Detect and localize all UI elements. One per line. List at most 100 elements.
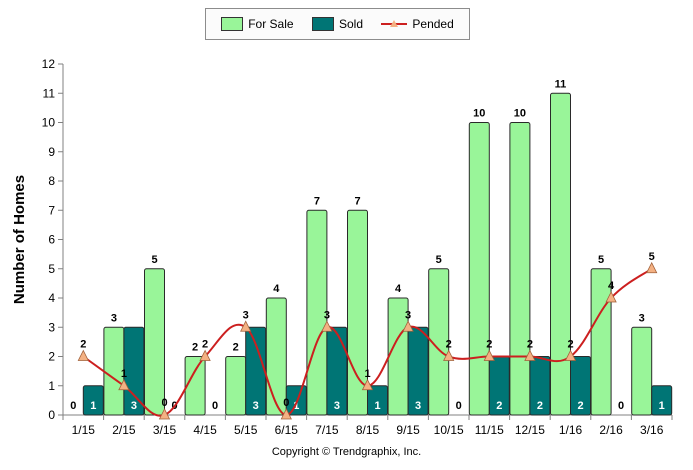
sold-bar — [82, 385, 104, 416]
for-sale-data-label: 10 — [473, 108, 485, 120]
pended-data-label: 1 — [364, 368, 370, 380]
sold-data-label: 0 — [618, 400, 624, 412]
for-sale-data-label: 11 — [555, 78, 567, 90]
y-tick-label: 6 — [48, 233, 55, 247]
for-sale-bar — [144, 268, 165, 416]
y-tick-label: 11 — [43, 86, 56, 100]
legend-item-sold: Sold — [311, 17, 363, 31]
sold-data-label: 1 — [374, 400, 380, 412]
pended-marker — [240, 320, 252, 332]
sold-bar — [651, 385, 673, 416]
for-sale-data-label: 2 — [192, 342, 198, 354]
for-sale-data-label: 5 — [436, 254, 442, 266]
y-tick-label: 12 — [42, 57, 56, 71]
for-sale-bar — [468, 122, 490, 416]
for-sale-data-label: 5 — [151, 254, 157, 266]
y-tick-label: 2 — [48, 350, 55, 364]
pended-marker — [158, 408, 171, 420]
x-tick-label: 10/15 — [434, 423, 464, 437]
pended-marker — [321, 320, 333, 332]
for-sale-bar — [428, 268, 450, 416]
pended-data-label: 5 — [649, 251, 655, 263]
pended-data-label: 2 — [446, 339, 452, 351]
sold-data-label: 3 — [131, 400, 137, 412]
x-tick-label: 11/15 — [475, 423, 504, 437]
pended-marker — [118, 378, 130, 391]
sold-bar — [570, 356, 591, 416]
x-tick-label: 9/15 — [396, 423, 420, 437]
y-tick-label: 8 — [48, 174, 55, 188]
pended-marker — [199, 349, 211, 361]
for-sale-data-label: 4 — [395, 283, 402, 295]
sold-bar — [123, 326, 145, 416]
pended-swatch — [381, 17, 408, 31]
for-sale-bar — [184, 356, 206, 416]
legend-label-pended: Pended — [412, 17, 454, 31]
pended-data-label: 2 — [527, 339, 533, 351]
sold-swatch — [311, 17, 334, 31]
pended-data-label: 2 — [202, 339, 208, 351]
for-sale-bar — [306, 209, 328, 416]
pended-marker — [402, 320, 414, 332]
x-tick-label: 7/15 — [315, 423, 339, 437]
for-sale-bar — [550, 92, 571, 416]
y-tick-label: 10 — [42, 116, 56, 130]
y-tick-label: 4 — [48, 291, 55, 305]
x-tick-label: 1/15 — [72, 423, 96, 437]
y-tick-label: 3 — [48, 320, 55, 334]
y-tick-label: 7 — [48, 203, 55, 217]
pended-data-label: 3 — [405, 309, 411, 321]
sold-bar — [529, 356, 551, 416]
for-sale-data-label: 7 — [354, 195, 360, 207]
y-tick-label: 5 — [48, 262, 55, 276]
pended-marker — [605, 291, 617, 303]
sold-data-label: 1 — [659, 400, 665, 412]
x-tick-label: 12/15 — [515, 423, 545, 437]
x-tick-label: 4/15 — [193, 423, 217, 437]
pended-data-label: 1 — [121, 368, 127, 380]
pended-data-label: 2 — [486, 339, 492, 351]
legend: For Sale Sold Pended — [205, 8, 470, 40]
pended-data-label: 2 — [80, 339, 86, 351]
x-tick-label: 6/15 — [275, 423, 299, 437]
pended-marker — [361, 378, 374, 391]
sold-data-label: 0 — [456, 400, 462, 412]
pended-marker — [280, 408, 292, 420]
sold-data-label: 3 — [334, 400, 340, 412]
pended-marker — [524, 349, 536, 361]
pended-data-label: 0 — [283, 397, 289, 409]
sold-data-label: 3 — [415, 400, 421, 412]
for-sale-data-label: 10 — [514, 108, 526, 120]
sold-data-label: 2 — [496, 400, 502, 412]
x-tick-label: 5/15 — [234, 423, 258, 437]
x-tick-label: 3/15 — [153, 423, 177, 437]
pended-data-label: 0 — [161, 397, 167, 409]
for-sale-data-label: 5 — [598, 254, 604, 266]
pended-data-label: 3 — [324, 309, 330, 321]
for-sale-swatch — [221, 17, 244, 31]
for-sale-bar — [631, 326, 653, 416]
for-sale-data-label: 2 — [233, 342, 239, 354]
pended-line — [82, 267, 653, 417]
for-sale-data-label: 3 — [639, 312, 645, 324]
y-tick-label: 0 — [48, 408, 55, 422]
sold-bar — [367, 385, 388, 416]
pended-marker — [646, 261, 658, 274]
y-tick-label: 1 — [48, 379, 55, 393]
sold-data-label: 3 — [253, 400, 259, 412]
for-sale-bar — [347, 209, 368, 416]
for-sale-data-label: 4 — [273, 283, 280, 295]
for-sale-bar — [509, 122, 531, 416]
x-tick-label: 1/16 — [559, 423, 583, 437]
pended-marker — [443, 349, 455, 361]
pended-marker — [564, 349, 577, 361]
sold-data-label: 1 — [293, 400, 299, 412]
sold-data-label: 1 — [90, 400, 96, 412]
sold-data-label: 2 — [577, 400, 583, 412]
for-sale-data-label: 0 — [70, 400, 76, 412]
for-sale-bar — [265, 297, 287, 416]
sold-data-label: 0 — [212, 400, 218, 412]
pended-data-label: 3 — [243, 309, 249, 321]
